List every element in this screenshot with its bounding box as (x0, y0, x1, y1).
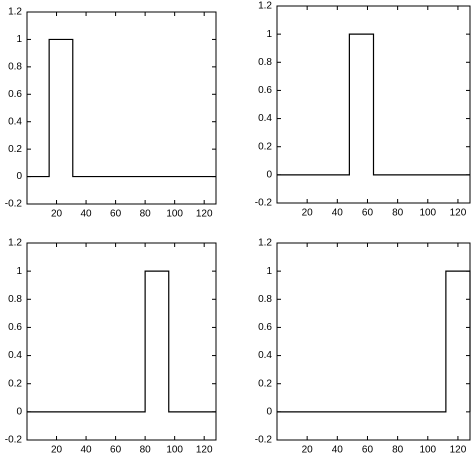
y-tick-label: 0.4 (258, 350, 272, 361)
y-tick-label: -0.2 (255, 435, 273, 446)
x-tick-label: 100 (166, 209, 183, 220)
y-tick-label: 0.2 (258, 141, 272, 152)
y-tick-label: 1 (266, 29, 272, 40)
y-tick-label: 0.6 (258, 322, 272, 333)
y-tick-label: 1.2 (258, 1, 272, 12)
x-tick-label: 20 (302, 208, 314, 219)
x-tick-label: 20 (51, 445, 63, 456)
x-tick-label: 40 (332, 445, 344, 456)
y-tick-label: 0 (266, 169, 272, 180)
y-tick-label: 0.6 (8, 89, 22, 100)
y-tick-label: 0.6 (258, 85, 272, 96)
y-tick-label: 0.4 (8, 350, 22, 361)
y-tick-label: 1.2 (8, 7, 22, 18)
y-tick-label: 1 (16, 266, 22, 277)
x-tick-label: 80 (392, 208, 404, 219)
y-tick-label: 0.8 (258, 57, 272, 68)
x-tick-label: 40 (81, 209, 93, 220)
y-tick-label: 0 (16, 406, 22, 417)
plot-frame (26, 242, 217, 441)
signal-line (27, 38, 216, 178)
y-tick-label: 0.8 (8, 61, 22, 72)
signal-line (277, 33, 470, 176)
x-tick-label: 60 (362, 445, 374, 456)
x-tick-label: 120 (196, 209, 213, 220)
x-tick-label: 60 (362, 208, 374, 219)
x-tick-label: 100 (166, 445, 183, 456)
y-tick-label: 1 (266, 266, 272, 277)
y-tick-label: 0.2 (258, 378, 272, 389)
y-tick-label: 0 (16, 171, 22, 182)
plot-frame (276, 242, 471, 441)
signal-line (277, 270, 471, 413)
y-tick-label: -0.2 (5, 435, 23, 446)
x-tick-label: 20 (51, 209, 63, 220)
y-tick-label: 0.6 (8, 322, 22, 333)
y-tick-label: 0.4 (258, 113, 272, 124)
x-tick-label: 120 (450, 208, 467, 219)
y-tick-label: 0.2 (8, 378, 22, 389)
x-tick-label: 100 (419, 208, 436, 219)
signal-line (27, 270, 216, 413)
x-tick-label: 20 (302, 445, 314, 456)
plot-frame (276, 5, 471, 204)
y-tick-label: 1.2 (8, 238, 22, 249)
y-tick-label: 0.8 (8, 294, 22, 305)
y-tick-label: 0.8 (258, 294, 272, 305)
x-tick-label: 80 (392, 445, 404, 456)
x-tick-label: 120 (450, 445, 467, 456)
y-tick-label: -0.2 (5, 199, 23, 210)
y-tick-label: 0.2 (8, 144, 22, 155)
x-tick-label: 40 (332, 208, 344, 219)
x-tick-label: 80 (140, 209, 152, 220)
plot-frame (26, 11, 217, 205)
y-tick-label: 1.2 (258, 238, 272, 249)
x-tick-label: 100 (419, 445, 436, 456)
y-tick-label: 0 (266, 406, 272, 417)
x-tick-label: 60 (110, 209, 122, 220)
y-tick-label: 0.4 (8, 116, 22, 127)
x-tick-label: 40 (81, 445, 93, 456)
y-tick-label: -0.2 (255, 198, 273, 209)
y-tick-label: 1 (16, 34, 22, 45)
x-tick-label: 120 (196, 445, 213, 456)
x-tick-label: 80 (140, 445, 152, 456)
x-tick-label: 60 (110, 445, 122, 456)
